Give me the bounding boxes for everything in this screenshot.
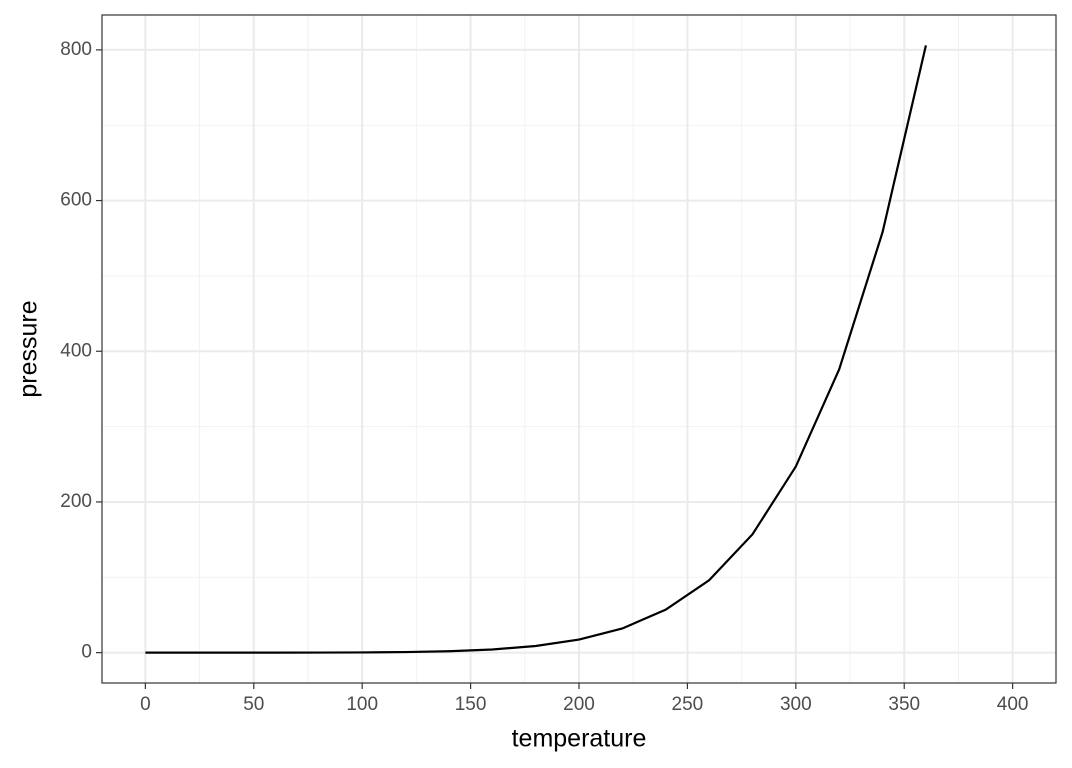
x-tick-label: 400 xyxy=(997,694,1029,715)
y-tick-label: 800 xyxy=(60,39,92,60)
x-tick-label: 50 xyxy=(243,694,264,715)
y-tick-label: 0 xyxy=(81,642,92,663)
line xyxy=(145,45,927,654)
x-tick-label: 150 xyxy=(455,694,487,715)
y-tick-label: 200 xyxy=(60,491,92,512)
x-tick-label: 300 xyxy=(780,694,812,715)
grid xyxy=(102,15,1056,683)
y-tick-label: 600 xyxy=(60,190,92,211)
plot-area xyxy=(145,45,927,654)
x-tick-label: 250 xyxy=(672,694,704,715)
x-tick-label: 200 xyxy=(563,694,595,715)
x-tick-label: 0 xyxy=(140,694,151,715)
x-tick-label: 350 xyxy=(888,694,920,715)
x-tick-label: 100 xyxy=(346,694,378,715)
x-axis-title: temperature xyxy=(512,725,647,753)
y-axis-title: pressure xyxy=(15,300,43,397)
y-tick-label: 400 xyxy=(60,340,92,361)
